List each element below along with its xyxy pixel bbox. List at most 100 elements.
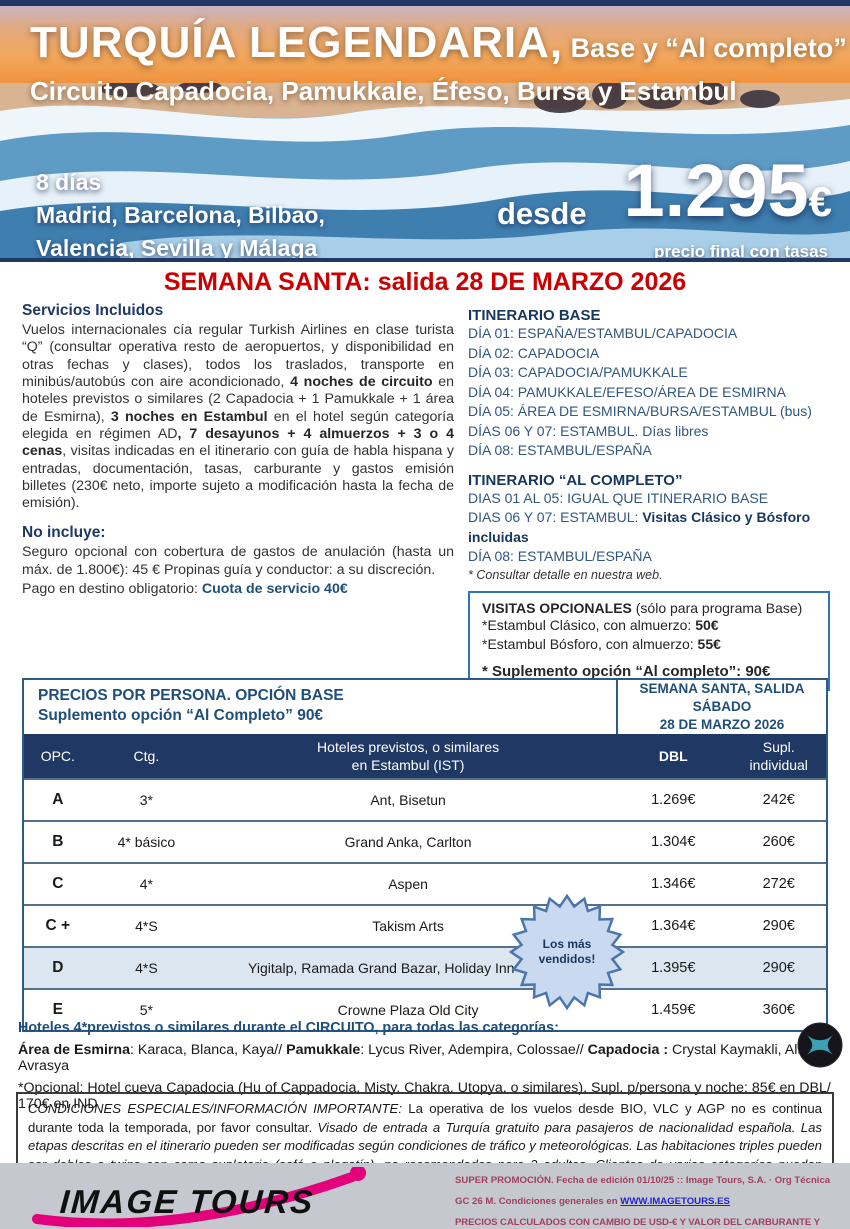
right-column: ITINERARIO BASE DÍA 01: ESPAÑA/ESTAMBUL/… — [468, 302, 830, 691]
hotels-note-regions: Área de Esmirna: Karaca, Blanca, Kaya// … — [18, 1042, 832, 1074]
footer-line1: SUPER PROMOCIÓN. Fecha de edición 01/10/… — [455, 1170, 840, 1212]
visitas-supplement: * Suplemento opción “Al completo”: 90€ — [482, 662, 771, 680]
visitas-title-rest: (sólo para programa Base) — [631, 599, 803, 616]
itinerario-base-heading: ITINERARIO BASE — [468, 307, 601, 324]
row-dbl-price: 1.269€ — [651, 792, 696, 808]
visitas-item-label: *Estambul Bósforo, con almuerzo: — [482, 635, 698, 652]
row-dbl-price: 1.364€ — [651, 918, 696, 934]
itinerario-completo-heading: ITINERARIO “AL COMPLETO” — [468, 471, 683, 489]
row-opc: C — [52, 875, 64, 892]
row-supl-price: 290€ — [762, 960, 795, 976]
row-opc: C + — [45, 917, 71, 934]
visitas-title-bold: VISITAS OPCIONALES — [482, 599, 632, 616]
capadocia-hotels: Crystal Kaymakli, Altinoz, Avrasya — [18, 1042, 832, 1074]
visitas-title: VISITAS OPCIONALES (sólo para programa B… — [482, 600, 816, 616]
row-dbl-price: 1.346€ — [651, 876, 696, 892]
row-dbl-price: 1.304€ — [651, 834, 696, 850]
image-tours-logo: IMAGE TOURS — [22, 1167, 422, 1227]
table-title-right: SEMANA SANTA, SALIDA SÁBADO 28 DE MARZO … — [618, 680, 826, 734]
row-opc: B — [52, 833, 64, 850]
visitas-item-price: 50€ — [695, 616, 719, 633]
badge-text-line1: Los más — [543, 937, 592, 951]
row-hotels: Takism Arts — [372, 918, 444, 934]
esmirna-hotels: : Karaca, Blanca, Kaya// — [129, 1042, 287, 1058]
servicios-t3: en el hotel según categoría elegida en r… — [22, 408, 454, 442]
itinerary-day: DÍA 02: CAPADOCIA — [468, 344, 600, 361]
row-hotels: Grand Anka, Carlton — [344, 834, 472, 850]
price-digits: 1.295 — [623, 149, 809, 232]
table-row: E 5* Crowne Plaza Old City 1.459€ 360€ — [24, 988, 826, 1030]
servicios-t1: Vuelos internacionales cía regular Turki… — [22, 322, 454, 390]
row-supl-price: 260€ — [762, 834, 795, 850]
row-ctg: 4*S — [135, 960, 158, 976]
col-header-hotels: Hoteles previstos, o similares en Estambu… — [201, 738, 615, 774]
itinerary-day: DIAS 06 Y 07: ESTAMBUL: Visitas Clásico … — [468, 508, 830, 547]
itinerary-day: DIAS 01 AL 05: IGUAL QUE ITINERARIO BASE — [468, 489, 769, 506]
left-column: Servicios Incluidos Vuelos internacional… — [22, 302, 454, 691]
row-ctg: 5* — [139, 1002, 153, 1018]
table-title-line1: PRECIOS POR PERSONA. OPCIÓN BASE — [38, 687, 344, 704]
flyer-subtitle: Circuito Capadocia, Pamukkale, Éfeso, Bu… — [30, 76, 737, 106]
row-hotels: Aspen — [388, 876, 428, 892]
row-supl-price: 290€ — [762, 918, 795, 934]
row-supl-price: 360€ — [762, 1002, 795, 1018]
itinerary-day: DÍA 05: ÁREA DE ESMIRNA/BURSA/ESTAMBUL (… — [468, 403, 812, 419]
table-row: A 3* Ant, Bisetun 1.269€ 242€ — [24, 778, 826, 820]
row-dbl-price: 1.459€ — [651, 1002, 696, 1018]
row-opc: E — [52, 1001, 63, 1018]
no-incluye-heading: No incluye: — [22, 524, 106, 542]
table-row: B 4* básico Grand Anka, Carlton 1.304€ 2… — [24, 820, 826, 862]
pago-line: Pago en destino obligatorio: Cuota de se… — [22, 581, 454, 597]
itinerary-day: DÍA 03: CAPADOCIA/PAMUKKALE — [468, 364, 688, 380]
row-hotels: Ant, Bisetun — [370, 792, 446, 808]
row-supl-price: 272€ — [762, 876, 795, 892]
app-badge-icon[interactable] — [797, 1022, 843, 1068]
footer-line1-text: SUPER PROMOCIÓN. Fecha de edición 01/10/… — [455, 1175, 831, 1207]
flyer-title-main: TURQUÍA LEGENDARIA, — [30, 18, 564, 67]
col-header-ctg: Ctg. — [133, 748, 160, 764]
table-row: C + 4*S Takism Arts 1.364€ 290€ — [24, 904, 826, 946]
price-note: precio final con tasas — [654, 242, 828, 261]
row-ctg: 4* — [139, 876, 153, 892]
best-seller-starburst-icon: Los más vendidos! — [508, 893, 626, 1011]
footer-website-link[interactable]: WWW.IMAGETOURS.ES — [620, 1196, 730, 1207]
trip-summary: 8 días Madrid, Barcelona, Bilbao, Valenc… — [36, 166, 325, 261]
itinerary-day-bold: Visitas Clásico y Bósforo incluidas — [468, 509, 811, 545]
itinerary-day: DÍA 08: ESTAMBUL/ESPAÑA — [468, 548, 652, 564]
row-supl-price: 242€ — [762, 792, 795, 808]
row-ctg: 4*S — [135, 918, 158, 934]
badge-text-line2: vendidos! — [539, 952, 596, 966]
itinerary-day: DÍAS 06 Y 07: ESTAMBUL. Días libres — [468, 422, 709, 439]
price-currency: € — [808, 178, 832, 225]
logo-swoosh-icon — [32, 1167, 366, 1227]
servicios-b2: 3 noches en Estambul — [110, 408, 268, 425]
price-amount: 1.295€ — [623, 154, 832, 239]
col-header-supl-line1: Supl. — [762, 739, 795, 755]
itinerary-note: * Consultar detalle en nuestra web. — [468, 567, 663, 582]
visitas-item: *Estambul Bósforo, con almuerzo: 55€ — [482, 635, 816, 654]
no-incluye-body: Seguro opcional con cobertura de gastos … — [22, 544, 454, 578]
table-title-left: PRECIOS POR PERSONA. OPCIÓN BASE Supleme… — [24, 680, 618, 734]
esmirna-label: Área de Esmirna — [18, 1042, 130, 1058]
conditions-lead: CONDICIONES ESPECIALES/INFORMACIÓN IMPOR… — [28, 1101, 403, 1116]
row-hotels: Yigitalp, Ramada Grand Bazar, Holiday In… — [248, 960, 569, 976]
departure-cities-line2: Valencia, Sevilla y Málaga — [36, 235, 318, 261]
row-opc: D — [52, 959, 64, 976]
pamukkale-hotels: : Lycus River, Adempira, Colossae// — [360, 1042, 588, 1058]
price-table: PRECIOS POR PERSONA. OPCIÓN BASE Supleme… — [22, 678, 828, 1032]
departure-cities-line1: Madrid, Barcelona, Bilbao, — [36, 202, 325, 228]
visitas-item-label: *Estambul Clásico, con almuerzo: — [482, 616, 696, 633]
pago-label: Pago en destino obligatorio: — [22, 581, 202, 598]
row-dbl-price: 1.395€ — [651, 960, 696, 976]
col-header-opc: OPC. — [40, 748, 75, 764]
row-ctg: 3* — [139, 792, 153, 808]
conditions-p1: La operativa de los vuelos desde BIO, VL… — [28, 1101, 822, 1135]
col-header-dbl: DBL — [658, 748, 688, 764]
servicios-body: Vuelos internacionales cía regular Turki… — [22, 322, 454, 512]
col-header-hotels-line1: Hoteles previstos, o similares — [317, 739, 500, 755]
trip-duration: 8 días — [36, 169, 102, 195]
col-header-hotels-line2: en Estambul (IST) — [351, 757, 465, 773]
flyer-title-suffix: Base y “Al completo” — [563, 33, 847, 63]
col-header-supl: Supl. individual — [731, 738, 826, 774]
hero-banner: TURQUÍA LEGENDARIA, Base y “Al completo”… — [0, 0, 850, 262]
